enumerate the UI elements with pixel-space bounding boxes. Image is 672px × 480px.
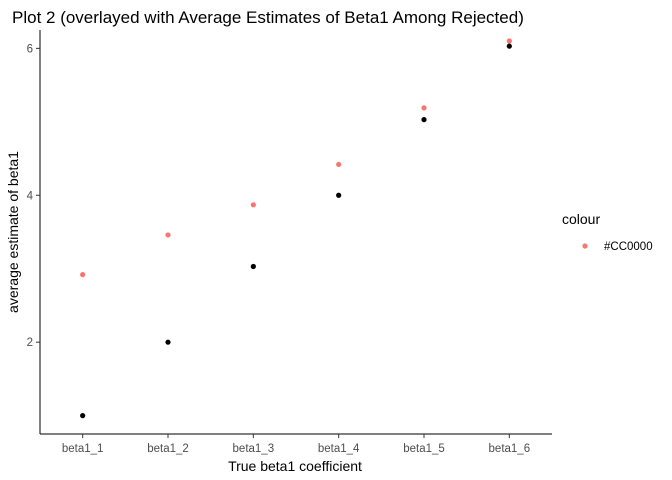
red-point	[250, 202, 256, 208]
legend-title: colour	[562, 211, 600, 227]
x-tick-label: beta1_4	[318, 443, 360, 455]
legend: colour #CC0000	[562, 211, 653, 253]
x-axis-title: True beta1 coefficient	[228, 458, 362, 474]
red-point	[421, 105, 427, 111]
black-point	[336, 192, 342, 198]
y-tick-label: 2	[27, 337, 33, 349]
x-tick-label: beta1_1	[62, 443, 104, 455]
legend-key-point	[582, 243, 588, 249]
red-point	[80, 272, 86, 278]
legend-label: #CC0000	[604, 241, 653, 253]
x-tick-label: beta1_5	[403, 443, 445, 455]
plot-panel	[80, 38, 512, 419]
x-tick-label: beta1_2	[147, 443, 189, 455]
x-tick-label: beta1_6	[489, 443, 531, 455]
red-point	[336, 161, 342, 168]
y-tick-label: 4	[27, 190, 34, 202]
black-point	[80, 413, 86, 419]
black-point	[421, 117, 427, 123]
red-point	[165, 232, 171, 238]
y-ticks: 2 4 6	[27, 43, 40, 349]
chart-title: Plot 2 (overlayed with Average Estimates…	[12, 8, 524, 27]
black-point	[506, 43, 512, 49]
x-tick-label: beta1_3	[233, 443, 275, 455]
y-axis-title: average estimate of beta1	[5, 151, 21, 313]
x-ticks: beta1_1 beta1_2 beta1_3 beta1_4 beta1_5 beta1…	[62, 434, 530, 455]
black-point	[250, 263, 256, 270]
y-tick-label: 6	[27, 43, 33, 55]
black-point	[165, 339, 171, 345]
red-point	[506, 38, 512, 44]
